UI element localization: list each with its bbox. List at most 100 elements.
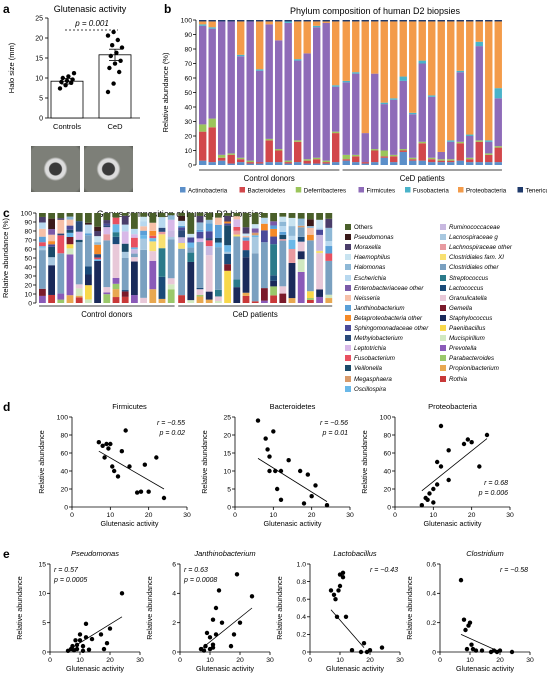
bar-segment — [199, 124, 207, 132]
bar-segment — [85, 224, 92, 234]
bar-segment — [275, 162, 283, 165]
data-point — [71, 71, 77, 76]
bar-segment — [325, 227, 333, 242]
bar-segment — [224, 264, 231, 271]
y-tick-label: 70 — [24, 237, 32, 244]
data-point — [434, 482, 440, 487]
y-tick-label: 0.2 — [297, 632, 307, 639]
bar-segment — [294, 140, 302, 142]
bar-segment — [85, 266, 92, 275]
y-tick-label: 90 — [184, 32, 192, 39]
bar-segment — [261, 223, 268, 231]
data-point — [419, 503, 425, 508]
bar-segment — [325, 218, 333, 228]
bar-segment — [196, 231, 204, 239]
data-point — [297, 468, 303, 474]
bar-segment — [313, 25, 321, 28]
bar-segment — [485, 21, 493, 141]
bar-segment — [456, 141, 464, 144]
group-label: CeD patients — [400, 174, 445, 183]
x-tick-label: 0 — [233, 512, 237, 519]
legend-swatch — [358, 187, 364, 193]
regression-line — [98, 450, 165, 490]
bar-segment — [313, 27, 321, 158]
data-point — [446, 448, 451, 453]
bar-segment — [215, 247, 222, 290]
bar-segment — [140, 297, 147, 303]
data-point — [60, 75, 65, 81]
regression-line — [330, 609, 365, 648]
data-point — [216, 588, 222, 593]
bar-segment — [371, 21, 379, 74]
bar-segment — [187, 261, 195, 301]
legend-swatch — [180, 187, 186, 193]
legend-swatch — [458, 187, 464, 193]
y-tick-label: 40 — [24, 264, 32, 271]
bar-segment — [178, 220, 185, 226]
data-point — [201, 648, 207, 653]
data-point — [473, 648, 479, 653]
bar-segment — [178, 243, 185, 249]
legend-swatch — [345, 244, 351, 251]
bar-segment — [242, 250, 250, 258]
legend-label: Moraxella — [354, 244, 381, 252]
data-point — [105, 89, 111, 95]
bar-segment — [48, 234, 55, 242]
y-tick-label: 30 — [24, 273, 32, 280]
bar-segment — [112, 217, 120, 225]
bar-segment — [294, 141, 302, 163]
bar-segment — [196, 238, 204, 243]
legend-label: Clostridiales other — [449, 264, 499, 272]
bar-segment — [294, 21, 302, 60]
legend-item: Propionibacterium — [440, 365, 499, 372]
legend-label: Mucispirillum — [449, 335, 485, 343]
bar-segment — [237, 54, 245, 57]
bar-segment — [390, 156, 398, 163]
bar-segment — [94, 257, 101, 260]
y-tick-label: 15 — [35, 56, 43, 63]
y-tick-label: 0 — [64, 504, 68, 511]
x-tick-label: 20 — [145, 512, 153, 519]
data-point — [286, 458, 291, 463]
bar-segment — [208, 118, 216, 128]
bar-segment — [85, 274, 92, 286]
y-tick-label: 25 — [223, 414, 231, 421]
legend-swatch — [295, 187, 302, 193]
y-tick-label: 10 — [38, 591, 46, 598]
legend-swatch — [440, 224, 446, 230]
bar-segment — [57, 299, 65, 303]
bar-segment — [456, 160, 464, 165]
data-point — [425, 497, 430, 502]
bar-segment — [485, 20, 493, 22]
bar-segment — [303, 20, 311, 22]
bar-segment — [149, 289, 157, 303]
regression-line — [257, 458, 328, 502]
bar-segment — [284, 160, 292, 163]
x-tick-label: 10 — [270, 512, 278, 519]
y-tick-label: 5 — [42, 620, 46, 627]
bar-segment — [409, 20, 417, 22]
bar-segment — [227, 153, 235, 155]
scatter-pseudomonas: Pseudomonas 0 5 10 15 0 10 20 30 Glutenasic activ… — [15, 549, 144, 673]
bar-segment — [66, 244, 74, 249]
legend-label: Haemophilus — [354, 254, 391, 262]
panel-e-label: e — [3, 547, 10, 561]
y-axis-label: Relative abundance — [145, 576, 154, 640]
legend-item: Clostridiales other — [440, 264, 499, 271]
data-point — [301, 501, 307, 506]
r-value: r = −0.43 — [370, 567, 398, 574]
y-tick-label: 80 — [184, 46, 192, 53]
bar-segment — [288, 240, 296, 249]
bar-segment — [342, 154, 350, 160]
bar-segment — [409, 160, 417, 165]
r-value: r = 0.63 — [184, 567, 208, 574]
bar-segment — [205, 219, 213, 224]
data-point — [104, 441, 109, 447]
bar-segment — [131, 234, 138, 238]
bar-segment — [485, 153, 493, 155]
data-point — [278, 497, 284, 502]
bar-segment — [178, 213, 185, 216]
legend-item: Gemella — [440, 304, 472, 312]
legend-swatch — [405, 187, 411, 193]
bar-segment — [361, 133, 369, 163]
